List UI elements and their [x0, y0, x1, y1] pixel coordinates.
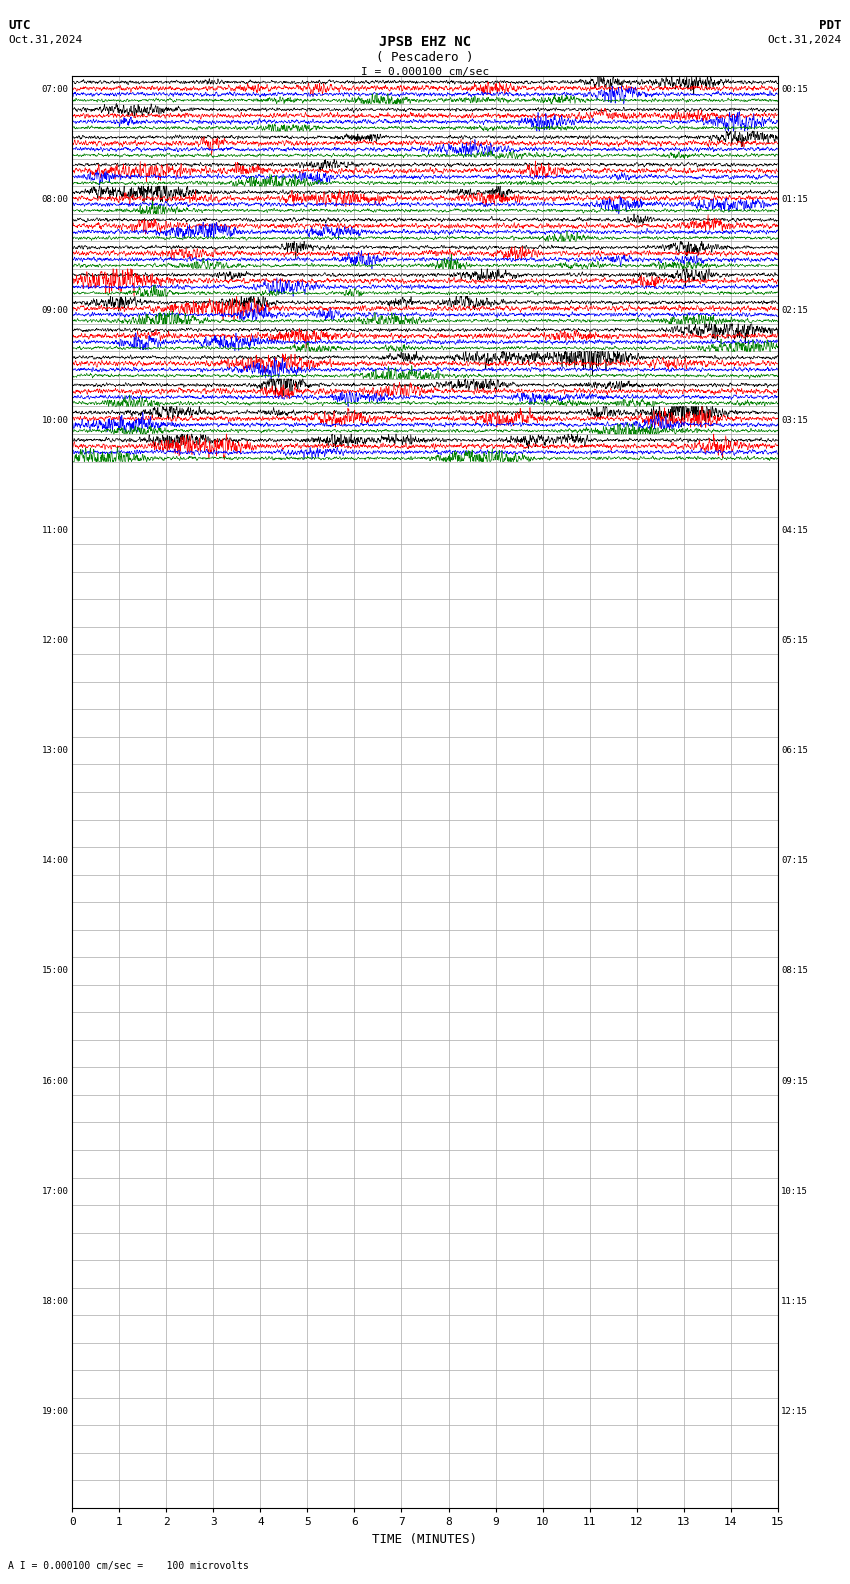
Text: 16:00: 16:00 — [42, 1077, 69, 1085]
Text: 14:00: 14:00 — [42, 857, 69, 865]
Text: JPSB EHZ NC: JPSB EHZ NC — [379, 35, 471, 49]
Text: 10:15: 10:15 — [781, 1186, 808, 1196]
Text: 13:00: 13:00 — [42, 746, 69, 756]
Text: 10:00: 10:00 — [42, 415, 69, 425]
Text: A I = 0.000100 cm/sec =    100 microvolts: A I = 0.000100 cm/sec = 100 microvolts — [8, 1562, 249, 1571]
Text: 18:00: 18:00 — [42, 1297, 69, 1305]
Text: 03:15: 03:15 — [781, 415, 808, 425]
Text: 00:15: 00:15 — [781, 86, 808, 95]
X-axis label: TIME (MINUTES): TIME (MINUTES) — [372, 1533, 478, 1546]
Text: 04:15: 04:15 — [781, 526, 808, 535]
Text: 05:15: 05:15 — [781, 637, 808, 645]
Text: 11:00: 11:00 — [42, 526, 69, 535]
Text: 12:00: 12:00 — [42, 637, 69, 645]
Text: 08:15: 08:15 — [781, 966, 808, 976]
Text: PDT: PDT — [819, 19, 842, 32]
Text: ( Pescadero ): ( Pescadero ) — [377, 51, 473, 63]
Text: 09:00: 09:00 — [42, 306, 69, 315]
Text: 07:15: 07:15 — [781, 857, 808, 865]
Text: 19:00: 19:00 — [42, 1407, 69, 1416]
Text: 12:15: 12:15 — [781, 1407, 808, 1416]
Text: 09:15: 09:15 — [781, 1077, 808, 1085]
Text: UTC: UTC — [8, 19, 31, 32]
Text: 11:15: 11:15 — [781, 1297, 808, 1305]
Text: 15:00: 15:00 — [42, 966, 69, 976]
Text: I = 0.000100 cm/sec: I = 0.000100 cm/sec — [361, 67, 489, 76]
Text: 02:15: 02:15 — [781, 306, 808, 315]
Text: 01:15: 01:15 — [781, 195, 808, 204]
Text: 06:15: 06:15 — [781, 746, 808, 756]
Text: Oct.31,2024: Oct.31,2024 — [768, 35, 842, 44]
Text: Oct.31,2024: Oct.31,2024 — [8, 35, 82, 44]
Text: 08:00: 08:00 — [42, 195, 69, 204]
Text: 07:00: 07:00 — [42, 86, 69, 95]
Text: 17:00: 17:00 — [42, 1186, 69, 1196]
